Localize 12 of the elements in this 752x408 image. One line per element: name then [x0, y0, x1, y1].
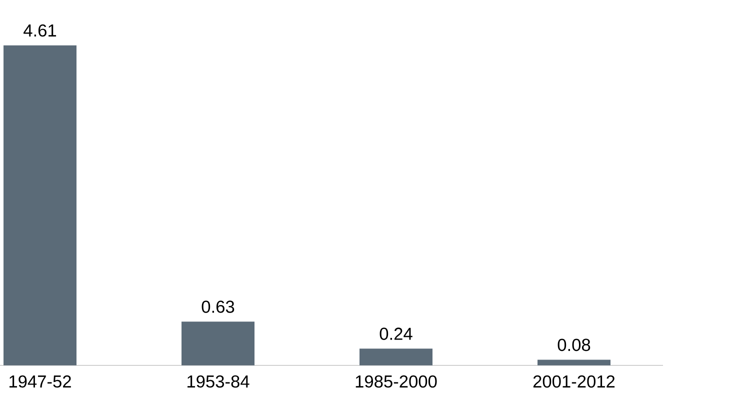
x-tick-label: 2001-2012: [533, 375, 615, 388]
bar: [538, 360, 610, 366]
data-label: 0.63: [202, 300, 234, 313]
bar: [182, 322, 254, 366]
x-tick-label: 1985-2000: [356, 375, 437, 388]
x-tick-label: 1947-52: [10, 375, 71, 388]
data-label: 4.61: [24, 24, 56, 37]
x-tick-label: 1953-84: [188, 375, 250, 388]
bar: [4, 45, 76, 366]
data-label: 0.08: [558, 338, 590, 352]
bar: [360, 348, 432, 366]
data-label: 0.24: [380, 328, 412, 340]
